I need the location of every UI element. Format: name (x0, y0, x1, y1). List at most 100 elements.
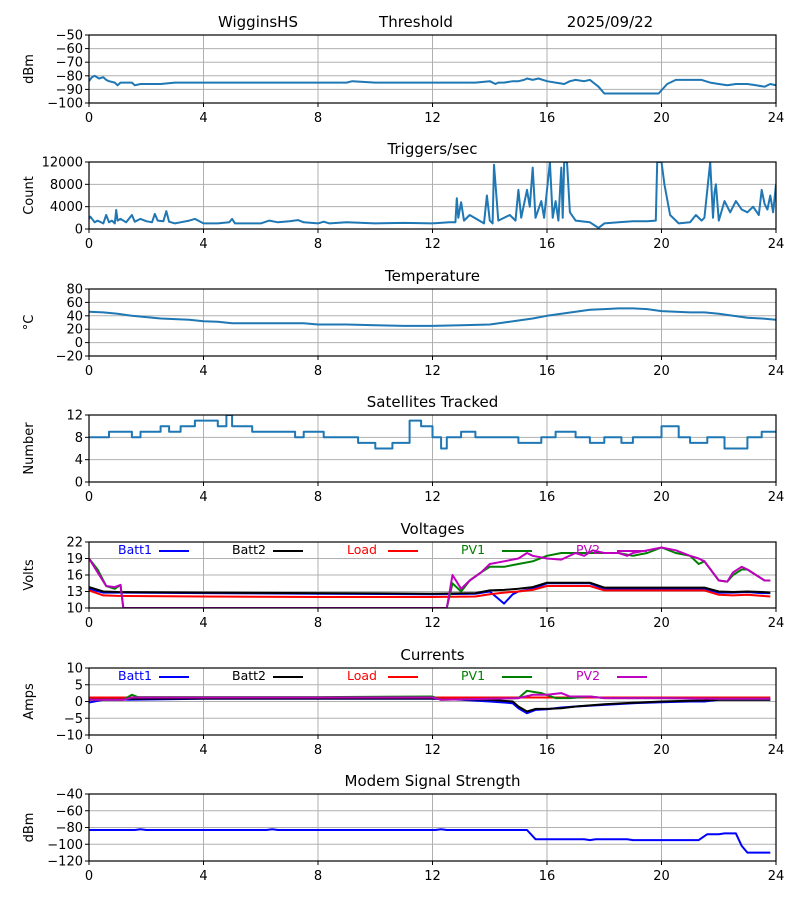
series-line-triggers (89, 162, 776, 229)
series-line-temperature (89, 307, 776, 327)
series-line-load (89, 585, 771, 598)
y-tick-label: 0 (75, 223, 83, 238)
axes-frame (88, 414, 777, 483)
x-tick-label: 16 (539, 616, 556, 631)
legend-label-batt1: Batt1 (118, 542, 152, 557)
series-line-pv1 (89, 546, 771, 608)
x-tick-label: 24 (768, 743, 785, 758)
x-tick-label: 20 (653, 743, 670, 758)
y-tick-label: −120 (47, 855, 83, 870)
x-tick-label: 24 (768, 490, 785, 505)
axes-frame (88, 667, 777, 736)
x-tick-label: 20 (653, 111, 670, 126)
x-tick-label: 8 (314, 490, 322, 505)
legend-label-pv1: PV1 (461, 668, 485, 683)
y-tick-label: −40 (56, 788, 83, 803)
y-tick-label: −60 (56, 804, 83, 819)
y-axis-label: Amps (22, 683, 37, 720)
x-tick-label: 12 (424, 364, 441, 379)
y-tick-label: −50 (56, 29, 83, 44)
legend-label-load: Load (347, 542, 377, 557)
header-mode: Threshold (378, 13, 453, 31)
y-axis-label: dBm (22, 813, 37, 843)
x-tick-label: 8 (314, 364, 322, 379)
legend-label-batt2: Batt2 (232, 668, 266, 683)
x-tick-label: 4 (199, 743, 207, 758)
x-tick-label: 16 (539, 111, 556, 126)
series-line-satellites (89, 415, 776, 450)
x-tick-label: 12 (424, 743, 441, 758)
x-tick-label: 16 (539, 364, 556, 379)
chart-title: Modem Signal Strength (345, 772, 521, 790)
y-tick-label: −20 (56, 350, 83, 365)
y-tick-label: 20 (66, 323, 83, 338)
y-tick-label: 16 (66, 569, 83, 584)
y-tick-label: −70 (56, 56, 83, 71)
x-tick-label: 0 (85, 616, 93, 631)
axes-frame (88, 288, 777, 357)
y-tick-label: −100 (47, 97, 83, 112)
x-tick-label: 0 (85, 364, 93, 379)
x-tick-label: 16 (539, 237, 556, 252)
x-tick-label: 0 (85, 743, 93, 758)
y-tick-label: −60 (56, 42, 83, 57)
legend-label-batt2: Batt2 (232, 542, 266, 557)
y-tick-label: 8 (75, 431, 83, 446)
x-tick-label: 16 (539, 743, 556, 758)
y-tick-label: 10 (66, 602, 83, 617)
x-tick-label: 8 (314, 111, 322, 126)
x-tick-label: 20 (653, 869, 670, 884)
x-tick-label: 4 (199, 490, 207, 505)
y-tick-label: −80 (56, 821, 83, 836)
y-tick-label: 4000 (50, 200, 83, 215)
y-tick-label: −90 (56, 83, 83, 98)
panel-satellites: 0 4 8 12 16 20 24 12 8 4 0 Satellites Tracked Number (22, 393, 784, 505)
x-tick-label: 12 (424, 111, 441, 126)
x-tick-label: 4 (199, 616, 207, 631)
x-tick-label: 4 (199, 869, 207, 884)
y-tick-label: 5 (75, 678, 83, 693)
y-tick-label: 8000 (50, 178, 83, 193)
x-tick-label: 4 (199, 111, 207, 126)
y-tick-label: 10 (66, 662, 83, 677)
chart-title: Temperature (384, 267, 480, 285)
series-line-pv2 (89, 546, 771, 608)
y-tick-label: 80 (66, 283, 83, 298)
y-tick-label: 0 (75, 336, 83, 351)
panel-threshold: 0 4 8 12 16 20 24 −50−60−70−80−90−100 dBm (22, 29, 784, 127)
x-tick-label: 12 (424, 869, 441, 884)
x-tick-label: 20 (653, 364, 670, 379)
x-tick-label: 0 (85, 111, 93, 126)
panel-triggers: 0 4 8 12 16 20 24 12000 8000 4000 0 Triggers/sec Cou… (22, 140, 784, 252)
y-tick-label: 4 (75, 453, 83, 468)
y-tick-label: −100 (47, 838, 83, 853)
x-tick-label: 0 (85, 869, 93, 884)
y-tick-label: 40 (66, 309, 83, 324)
x-tick-label: 24 (768, 616, 785, 631)
y-tick-label: −10 (56, 729, 83, 744)
x-tick-label: 4 (199, 364, 207, 379)
y-tick-label: 0 (75, 695, 83, 710)
x-tick-label: 12 (424, 237, 441, 252)
series-line-threshold (89, 74, 776, 95)
x-tick-label: 8 (314, 743, 322, 758)
x-tick-label: 8 (314, 237, 322, 252)
y-tick-label: 12000 (42, 156, 83, 171)
x-tick-label: 20 (653, 237, 670, 252)
x-tick-label: 24 (768, 237, 785, 252)
x-tick-label: 12 (424, 490, 441, 505)
y-axis-label: dBm (22, 54, 37, 84)
header-date: 2025/09/22 (567, 13, 653, 31)
x-tick-label: 24 (768, 111, 785, 126)
chart-title: Currents (400, 646, 464, 664)
chart-title: Voltages (400, 520, 464, 538)
y-tick-label: 13 (66, 585, 83, 600)
x-tick-label: 24 (768, 869, 785, 884)
panel-currents: 0 4 8 12 16 20 24 105 0 −5 −10 Batt1 Batt2 Load PV1 PV2… (22, 646, 784, 758)
x-tick-label: 0 (85, 237, 93, 252)
panel-modem: 0 4 8 12 16 20 24 −40−60 −80 −100 −120 Modem Signal… (22, 772, 784, 884)
y-tick-label: 19 (66, 552, 83, 567)
legend-label-pv2: PV2 (576, 668, 600, 683)
